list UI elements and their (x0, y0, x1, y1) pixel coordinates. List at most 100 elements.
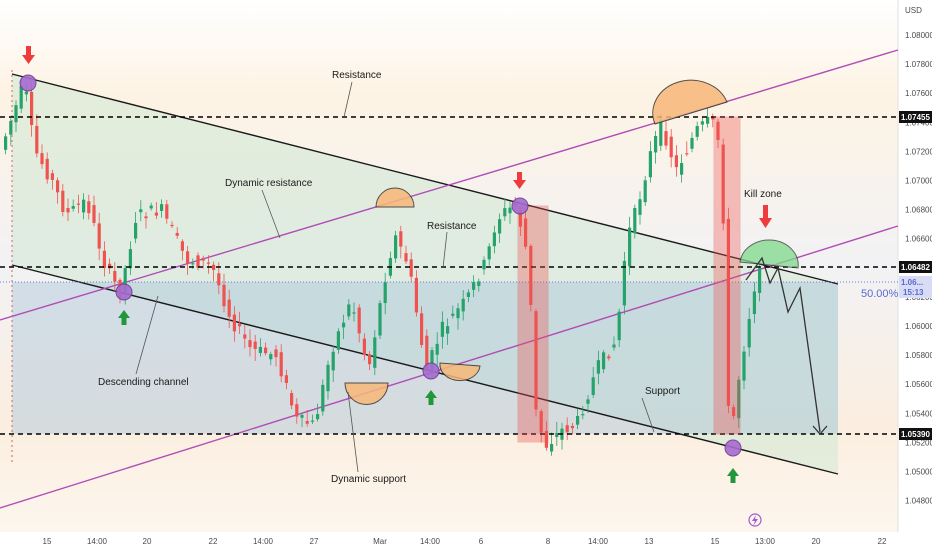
candle-body (368, 354, 372, 365)
candle-body (113, 271, 117, 282)
time-tick-label: 15 (43, 537, 52, 546)
candle-body (654, 135, 658, 153)
candle-body (352, 312, 356, 314)
candle-body (362, 338, 366, 356)
candle-body (160, 204, 164, 211)
candle-body (477, 281, 481, 286)
candle-body (435, 343, 439, 355)
candle-body (711, 116, 715, 120)
pointer-line (641, 397, 655, 433)
candle-body (451, 313, 455, 316)
candle-body (742, 351, 746, 381)
candle-body (87, 201, 91, 214)
price-tick-label: 1.04800 (905, 497, 932, 506)
candle-body (425, 335, 429, 370)
candle-body (555, 433, 559, 438)
time-tick-label: 14:00 (588, 537, 609, 546)
candle-body (638, 199, 642, 215)
candle-body (9, 121, 13, 135)
channel-fill (12, 74, 838, 474)
candle-body (97, 223, 101, 249)
candle-body (706, 117, 710, 124)
drop-box-1 (517, 205, 549, 443)
candle-body (35, 125, 39, 154)
candle-body (570, 425, 574, 429)
candle-body (544, 431, 548, 448)
candle-body (56, 180, 60, 193)
candle-body (612, 344, 616, 348)
price-tick-label: 1.07000 (905, 177, 932, 186)
candle-body (30, 91, 34, 125)
price-tick-label: 1.05000 (905, 468, 932, 477)
candle-body (373, 337, 377, 368)
touch-marker (511, 197, 529, 215)
time-axis: 15 14:00 20 22 14:00 27 Mar 14:00 6 8 14:00 13 15 13:… (43, 537, 887, 546)
annotation-descending-channel: Descending channel (98, 377, 189, 388)
price-tick-label: 1.05200 (905, 438, 932, 447)
touch-marker (724, 439, 742, 457)
candle-body (752, 291, 756, 315)
candle-body (404, 253, 408, 262)
candle-body (440, 321, 444, 337)
candle-body (24, 91, 28, 95)
candle-body (550, 443, 554, 452)
candle-body (664, 131, 668, 146)
price-tick-label: 1.07800 (905, 60, 932, 69)
price-tick-label: 1.07200 (905, 147, 932, 156)
support-price-tag (899, 428, 932, 440)
candle-body (217, 273, 221, 286)
candle-body (534, 311, 538, 410)
candle-body (466, 292, 470, 298)
candle-body (123, 268, 127, 293)
lightning-icon[interactable] (748, 513, 762, 527)
candle-body (674, 155, 678, 168)
candle-body (227, 299, 231, 317)
candle-body (394, 235, 398, 259)
candle-body (14, 105, 18, 123)
candle-body (149, 205, 153, 209)
candle-body (383, 282, 387, 304)
time-tick-label: 13:00 (755, 537, 776, 546)
candle-body (331, 351, 335, 371)
mid-price-tag-text: 1.06482 (901, 263, 930, 272)
candle-body (461, 298, 465, 312)
countdown-timer: 15:13 (903, 288, 924, 297)
candle-body (695, 125, 699, 137)
up-arrow-icon (425, 390, 437, 405)
candle-body (321, 384, 325, 412)
candle-body (305, 420, 309, 424)
candle-body (721, 144, 725, 224)
candle-body (685, 153, 689, 155)
candle-body (586, 399, 590, 404)
time-tick-label: 22 (878, 537, 887, 546)
candle-body (336, 331, 340, 350)
pointer-line (343, 81, 353, 118)
candle-body (492, 232, 496, 247)
candle-body (524, 218, 528, 247)
candle-body (76, 203, 80, 205)
candle-body (290, 393, 294, 406)
time-tick-label: 14:00 (87, 537, 108, 546)
candle-body (154, 212, 158, 216)
candle-body (669, 136, 673, 158)
candle-body (482, 259, 486, 270)
price-tick-label: 1.08000 (905, 31, 932, 40)
bounce-arc-2 (439, 362, 481, 382)
price-tick-label: 1.05400 (905, 409, 932, 418)
candle-body (201, 257, 205, 261)
down-arrow-icon (513, 172, 526, 189)
candle-body (747, 319, 751, 348)
candle-body (726, 218, 730, 406)
candle-body (191, 263, 195, 265)
candle-body (446, 326, 450, 334)
annotation-support: Support (645, 386, 680, 397)
candle-body (71, 206, 75, 209)
candle-body (420, 313, 424, 345)
rejection-arc-1 (375, 187, 415, 208)
candle-body (310, 420, 314, 422)
candle-body (472, 282, 476, 290)
pointer-line (347, 391, 359, 473)
resistance-price-tag (899, 111, 932, 123)
candle-body (378, 303, 382, 336)
